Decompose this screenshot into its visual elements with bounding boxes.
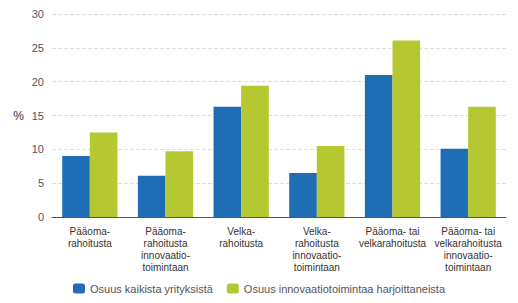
svg-text:30: 30	[32, 8, 44, 20]
svg-text:Velka-: Velka-	[303, 226, 331, 237]
svg-text:25: 25	[32, 42, 44, 54]
svg-text:15: 15	[32, 110, 44, 122]
svg-text:rahoitusta: rahoitusta	[68, 238, 112, 249]
svg-text:Pääoma-: Pääoma-	[70, 226, 111, 237]
svg-text:innovaatio-: innovaatio-	[444, 250, 493, 261]
svg-text:toimintaan: toimintaan	[445, 262, 491, 273]
svg-text:0: 0	[38, 211, 44, 223]
svg-text:Pääoma- tai: Pääoma- tai	[441, 226, 495, 237]
svg-text:Pääoma-: Pääoma-	[145, 226, 186, 237]
svg-text:Osuus innovaatiotoimintaa harj: Osuus innovaatiotoimintaa harjoittaneist…	[244, 283, 446, 295]
svg-text:10: 10	[32, 143, 44, 155]
svg-text:velkarahoitusta: velkarahoitusta	[435, 238, 503, 249]
svg-text:toimintaan: toimintaan	[294, 262, 340, 273]
svg-text:rahoitusta: rahoitusta	[295, 238, 339, 249]
svg-text:Velka-: Velka-	[227, 226, 255, 237]
svg-text:Pääoma- tai: Pääoma- tai	[366, 226, 420, 237]
svg-text:rahoitusta: rahoitusta	[144, 238, 188, 249]
svg-text:velkarahoitusta: velkarahoitusta	[359, 238, 427, 249]
svg-text:5: 5	[38, 177, 44, 189]
svg-text:Osuus kaikista yrityksistä: Osuus kaikista yrityksistä	[90, 283, 214, 295]
svg-text:innovaatio-: innovaatio-	[141, 250, 190, 261]
svg-text:toimintaan: toimintaan	[142, 262, 188, 273]
svg-text:20: 20	[32, 76, 44, 88]
svg-text:%: %	[13, 109, 24, 123]
svg-text:innovaatio-: innovaatio-	[292, 250, 341, 261]
svg-text:rahoitusta: rahoitusta	[219, 238, 263, 249]
